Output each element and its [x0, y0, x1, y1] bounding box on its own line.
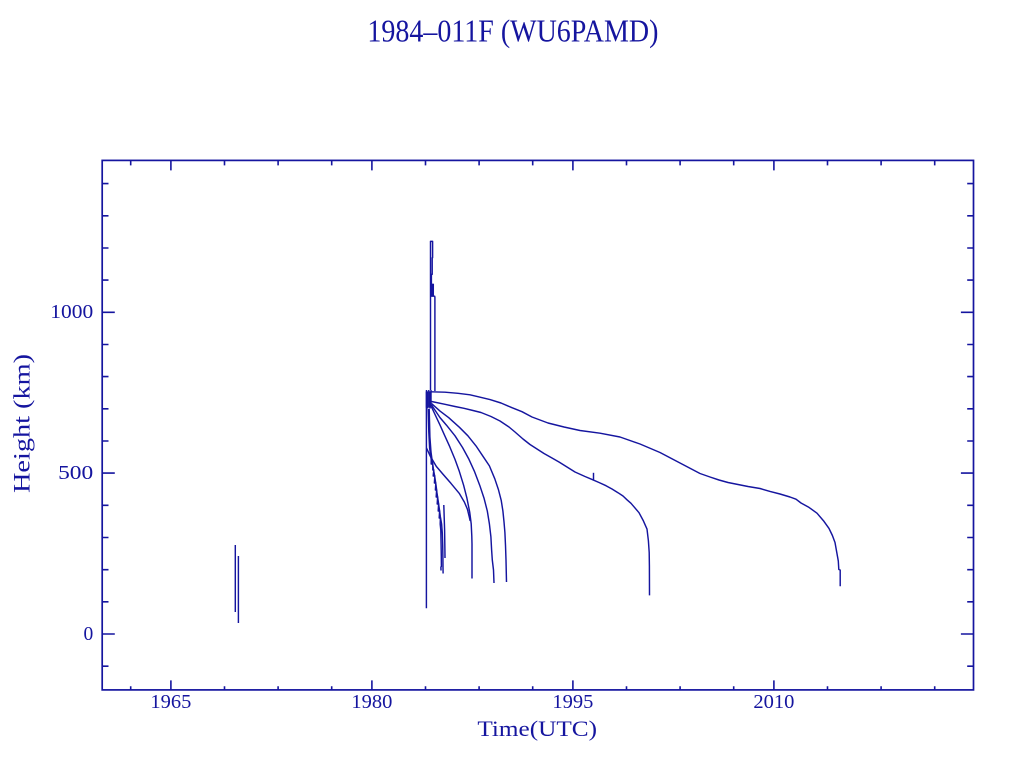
svg-text:1965: 1965	[150, 692, 191, 713]
svg-text:2010: 2010	[753, 692, 794, 713]
svg-text:1000: 1000	[50, 302, 93, 323]
svg-text:500: 500	[58, 463, 93, 484]
svg-text:0: 0	[83, 624, 93, 645]
svg-text:1995: 1995	[552, 692, 593, 713]
svg-text:Time(UTC): Time(UTC)	[477, 716, 597, 741]
svg-text:Height (km): Height (km)	[10, 354, 35, 493]
svg-text:1980: 1980	[351, 692, 392, 713]
svg-text:1984–011F (WU6PAMD): 1984–011F (WU6PAMD)	[367, 13, 658, 49]
